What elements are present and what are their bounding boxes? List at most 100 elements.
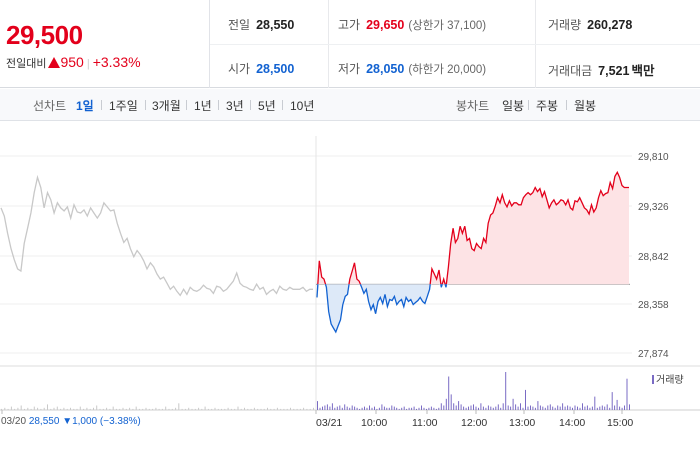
low-label: 저가 <box>338 62 361 76</box>
volume-bar <box>24 408 25 410</box>
volume-bar <box>517 406 519 410</box>
volume-bar <box>280 408 282 410</box>
period-5y[interactable]: 5년 <box>258 99 276 113</box>
volume-bar <box>290 407 291 410</box>
current-price: 29,500 <box>6 20 83 50</box>
volume-bar <box>214 407 216 410</box>
volume-bar <box>142 408 144 410</box>
candle-weekly[interactable]: 주봉 <box>536 99 559 113</box>
period-1y[interactable]: 1년 <box>194 99 212 113</box>
volume-bar <box>37 407 39 410</box>
volume-bar <box>331 403 333 410</box>
volume-bar <box>175 407 177 410</box>
volume-bar <box>376 408 378 410</box>
today-line-down <box>316 284 448 334</box>
divider <box>210 44 700 45</box>
period-3y[interactable]: 3년 <box>226 99 244 113</box>
trade-value-unit: 백만 <box>631 64 655 78</box>
volume-bar <box>381 404 383 410</box>
volume-bar <box>507 405 509 410</box>
volume-bar <box>606 404 608 410</box>
line-chart-label: 선차트 <box>33 99 67 113</box>
volume-bar <box>473 404 474 410</box>
open-value: 28,500 <box>256 62 295 76</box>
volume-bar <box>309 408 311 410</box>
volume-bar <box>178 403 180 410</box>
volume-bar <box>463 406 465 410</box>
volume-bar <box>416 408 417 410</box>
volume-bar <box>411 407 413 410</box>
candle-monthly[interactable]: 월봉 <box>574 99 597 113</box>
volume-bar <box>582 403 583 410</box>
volume-bar <box>303 407 305 410</box>
volume-bar <box>79 406 81 410</box>
volume-bar <box>530 405 531 410</box>
prev-day-change: 1,000 <box>72 416 98 427</box>
divider: | <box>86 58 90 70</box>
volume-bar <box>547 405 549 410</box>
volume-bar <box>398 408 400 410</box>
volume-bar <box>257 408 259 410</box>
volume-bar <box>478 407 479 410</box>
volume-bar <box>408 407 410 410</box>
volume-bar <box>599 406 601 410</box>
volume-bar <box>322 406 323 410</box>
volume-bar <box>559 406 561 410</box>
volume-bar <box>527 406 529 410</box>
volume-bar <box>572 407 573 410</box>
period-3m[interactable]: 3개월 <box>152 99 181 113</box>
volume-bar <box>63 407 65 410</box>
volume-bar <box>430 406 432 410</box>
volume-bar <box>230 408 232 410</box>
volume-bar <box>204 406 206 410</box>
volume-bar <box>158 408 160 410</box>
candle-daily[interactable]: 일봉 <box>502 99 525 113</box>
volume-bar <box>96 405 98 410</box>
volume-bar <box>470 405 472 410</box>
period-1w[interactable]: 1주일 <box>109 99 138 113</box>
divider <box>528 100 529 110</box>
volume-bar <box>388 407 390 410</box>
period-10y[interactable]: 10년 <box>290 99 315 113</box>
divider <box>566 100 567 110</box>
volume-bar <box>234 408 236 410</box>
volume-bar <box>433 407 435 410</box>
high-cell: 고가 29,650 (상한가 37,100) <box>338 16 486 33</box>
divider <box>186 100 187 110</box>
current-price-block: 29,500 전일대비 950 | +3.33% <box>0 0 210 88</box>
volume-bar <box>129 407 131 410</box>
volume-bar <box>14 408 16 410</box>
volume-bar <box>326 404 328 410</box>
volume-bar <box>83 408 85 410</box>
volume-bar <box>89 408 91 410</box>
volume-bar <box>93 407 94 410</box>
y-tick-label: 27,874 <box>638 349 669 360</box>
volume-bar <box>406 408 408 410</box>
volume-bar <box>227 407 229 410</box>
volume-bar <box>17 407 19 410</box>
volume-bar <box>20 405 22 410</box>
volume-bar <box>125 408 127 410</box>
volume-bar <box>435 408 437 410</box>
quote-header: 29,500 전일대비 950 | +3.33% 전일 28,550 시가 28,500 … <box>0 0 700 88</box>
volume-bar <box>485 407 487 410</box>
intraday-chart: 29,810 29,326 28,842 28,358 27,874 03/21 10:00… <box>0 136 700 429</box>
prev-day-close: 28,550 <box>28 416 60 427</box>
volume-bar <box>109 408 111 410</box>
period-1d[interactable]: 1일 <box>76 99 94 113</box>
volume-bar <box>374 406 375 410</box>
volume-bar <box>247 408 249 410</box>
volume-bar <box>224 408 226 410</box>
volume-value: 260,278 <box>587 18 633 32</box>
volume-bar <box>520 403 521 410</box>
volume-bar <box>344 404 346 410</box>
volume-bar <box>47 404 48 410</box>
volume-bar <box>391 405 393 410</box>
prev-day-pct: (−3.38%) <box>99 416 141 427</box>
volume-bar <box>557 405 559 410</box>
volume-bar <box>502 403 504 410</box>
volume-bar <box>383 406 385 410</box>
volume-bar <box>490 406 492 410</box>
change-percent: +3.33% <box>92 54 141 70</box>
volume-bar <box>591 406 593 410</box>
